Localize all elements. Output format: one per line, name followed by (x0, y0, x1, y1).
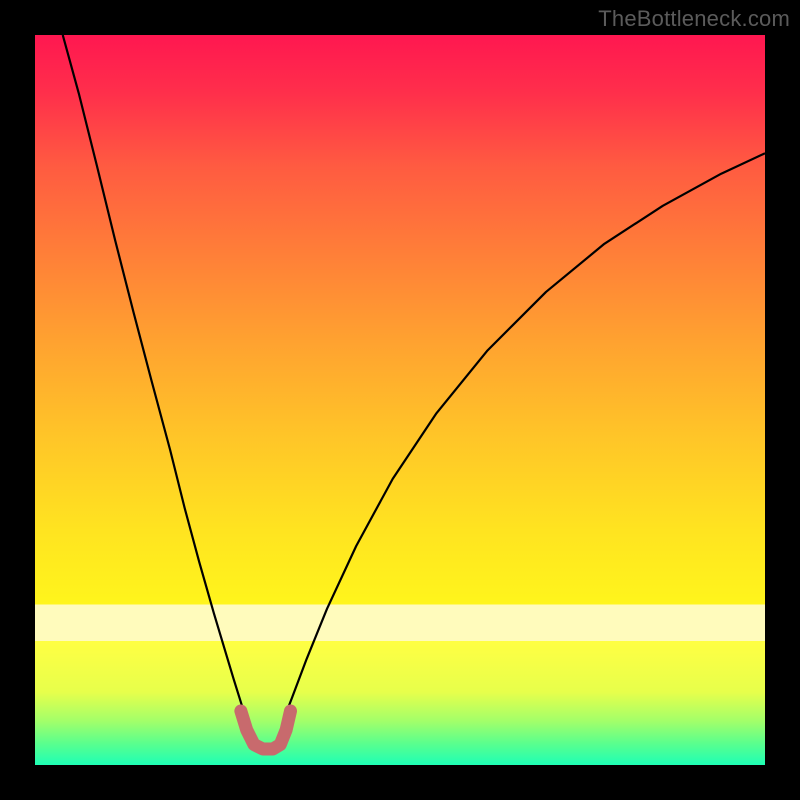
gradient-plot (35, 35, 765, 765)
watermark-text: TheBottleneck.com (598, 6, 790, 32)
plot-background (35, 35, 765, 765)
chart-frame: TheBottleneck.com (0, 0, 800, 800)
